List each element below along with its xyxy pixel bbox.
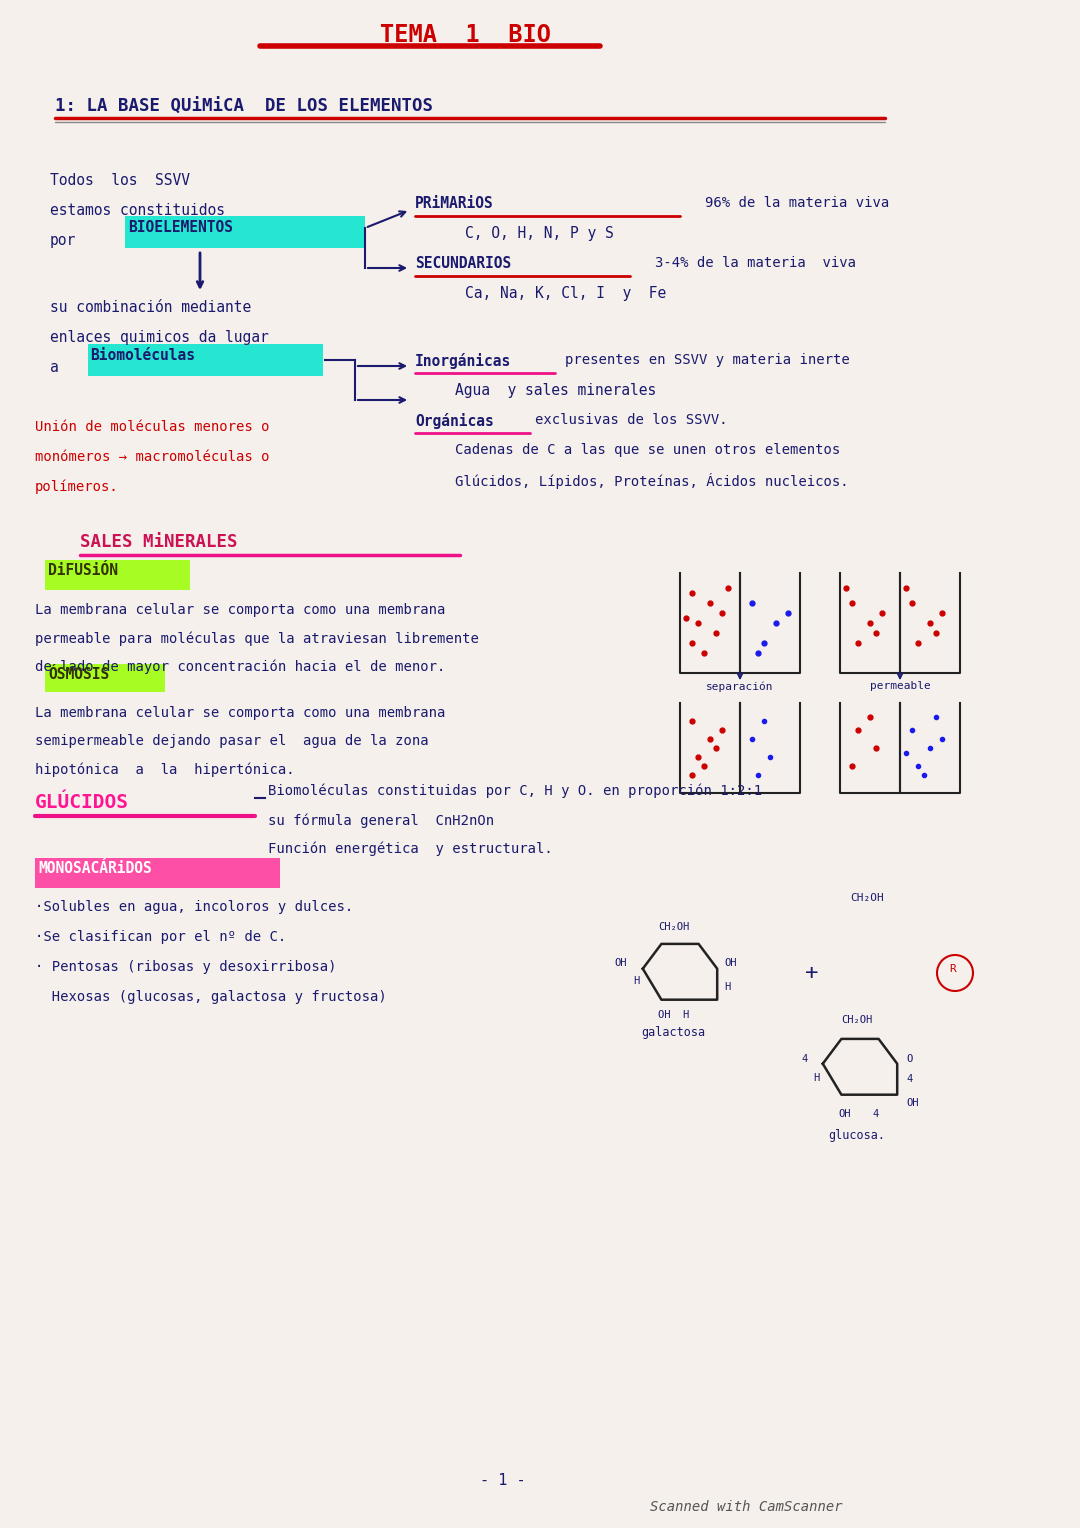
Text: Cadenas de C a las que se unen otros elementos: Cadenas de C a las que se unen otros ele… xyxy=(455,443,840,457)
Text: semipermeable dejando pasar el  agua de la zona: semipermeable dejando pasar el agua de l… xyxy=(35,733,429,749)
Text: a: a xyxy=(50,361,58,374)
Text: H: H xyxy=(813,1073,820,1083)
Text: presentes en SSVV y materia inerte: presentes en SSVV y materia inerte xyxy=(565,353,850,367)
Text: OH: OH xyxy=(838,1109,851,1118)
Text: 4: 4 xyxy=(906,1074,913,1085)
Text: de lado de mayor concentración hacia el de menor.: de lado de mayor concentración hacia el … xyxy=(35,659,445,674)
Text: galactosa: galactosa xyxy=(642,1027,706,1039)
Text: R: R xyxy=(949,964,956,973)
Text: 4: 4 xyxy=(873,1109,879,1118)
Text: Hexosas (glucosas, galactosa y fructosa): Hexosas (glucosas, galactosa y fructosa) xyxy=(35,990,387,1004)
Text: PRiMARiOS: PRiMARiOS xyxy=(415,196,494,211)
Text: enlaces quimicos da lugar: enlaces quimicos da lugar xyxy=(50,330,269,345)
Text: +: + xyxy=(805,963,819,983)
Bar xyxy=(125,215,365,248)
Text: polímeros.: polímeros. xyxy=(35,480,119,495)
Text: - 1 -: - 1 - xyxy=(480,1473,526,1488)
Text: separación: separación xyxy=(706,681,773,692)
Text: SALES MiNERALES: SALES MiNERALES xyxy=(80,533,238,552)
Text: · Pentosas (ribosas y desoxirribosa): · Pentosas (ribosas y desoxirribosa) xyxy=(35,960,337,973)
Text: Orgánicas: Orgánicas xyxy=(415,413,494,429)
Text: Agua  y sales minerales: Agua y sales minerales xyxy=(455,384,657,397)
Text: Ca, Na, K, Cl, I  y  Fe: Ca, Na, K, Cl, I y Fe xyxy=(465,286,666,301)
Text: OH: OH xyxy=(906,1097,919,1108)
Text: su fórmula general  CnH2nOn: su fórmula general CnH2nOn xyxy=(268,813,495,828)
Text: glucosa.: glucosa. xyxy=(828,1129,886,1141)
Text: Biomoléculas constituidas por C, H y O. en proporción 1:2:1: Biomoléculas constituidas por C, H y O. … xyxy=(268,782,762,798)
Text: ÓSMOSIS: ÓSMOSIS xyxy=(48,668,109,681)
Text: CH₂OH: CH₂OH xyxy=(658,921,689,932)
Text: OH: OH xyxy=(725,958,738,967)
Text: Glúcidos, Lípidos, Proteínas, Ácidos nucleicos.: Glúcidos, Lípidos, Proteínas, Ácidos nuc… xyxy=(455,474,849,489)
Text: H: H xyxy=(634,976,639,986)
Text: DiFUSiÓN: DiFUSiÓN xyxy=(48,562,118,578)
Text: H: H xyxy=(725,983,731,992)
Bar xyxy=(35,859,280,888)
Text: monómeros → macromoléculas o: monómeros → macromoléculas o xyxy=(35,451,270,465)
Text: Scanned with CamScanner: Scanned with CamScanner xyxy=(650,1500,842,1514)
Text: La membrana celular se comporta como una membrana: La membrana celular se comporta como una… xyxy=(35,604,445,617)
Text: TEMA  1  BIO: TEMA 1 BIO xyxy=(380,23,551,47)
Text: exclusivas de los SSVV.: exclusivas de los SSVV. xyxy=(535,413,728,426)
Text: Inorgánicas: Inorgánicas xyxy=(415,353,511,368)
Text: 1: LA BASE QUiMiCA  DE LOS ELEMENTOS: 1: LA BASE QUiMiCA DE LOS ELEMENTOS xyxy=(55,98,433,116)
Text: CH₂OH: CH₂OH xyxy=(850,892,883,903)
Text: La membrana celular se comporta como una membrana: La membrana celular se comporta como una… xyxy=(35,706,445,720)
Text: BIOELEMENTOS: BIOELEMENTOS xyxy=(129,220,233,235)
Text: C, O, H, N, P y S: C, O, H, N, P y S xyxy=(465,226,613,241)
Text: permeable: permeable xyxy=(869,681,930,691)
Text: por: por xyxy=(50,232,77,248)
Text: ·Se clasifican por el nº de C.: ·Se clasifican por el nº de C. xyxy=(35,931,286,944)
Bar xyxy=(87,344,323,376)
Text: Biomoléculas: Biomoléculas xyxy=(90,348,195,364)
Text: estamos constituidos: estamos constituidos xyxy=(50,203,225,219)
Text: 96% de la materia viva: 96% de la materia viva xyxy=(705,196,889,209)
Text: CH₂OH: CH₂OH xyxy=(841,1015,873,1025)
Text: Todos  los  SSVV: Todos los SSVV xyxy=(50,173,190,188)
Text: OH  H: OH H xyxy=(658,1010,689,1021)
Bar xyxy=(45,665,165,692)
Text: permeable para moléculas que la atraviesan libremente: permeable para moléculas que la atravies… xyxy=(35,631,478,645)
Text: Función energética  y estructural.: Función energética y estructural. xyxy=(268,840,553,856)
Text: ·Solubles en agua, incoloros y dulces.: ·Solubles en agua, incoloros y dulces. xyxy=(35,900,353,914)
Text: su combinación mediante: su combinación mediante xyxy=(50,299,252,315)
Text: SECUNDARIOS: SECUNDARIOS xyxy=(415,257,511,270)
Text: O: O xyxy=(906,1054,913,1065)
Text: OH: OH xyxy=(615,958,627,967)
Text: MONOSACÁRiDOS: MONOSACÁRiDOS xyxy=(38,860,152,876)
Text: 4: 4 xyxy=(801,1054,808,1065)
Text: hipotónica  a  la  hipertónica.: hipotónica a la hipertónica. xyxy=(35,762,295,776)
Text: Unión de moléculas menores o: Unión de moléculas menores o xyxy=(35,420,270,434)
Bar xyxy=(45,559,190,590)
Text: GLÚCIDOS: GLÚCIDOS xyxy=(35,793,129,811)
Text: 3-4% de la materia  viva: 3-4% de la materia viva xyxy=(654,257,856,270)
